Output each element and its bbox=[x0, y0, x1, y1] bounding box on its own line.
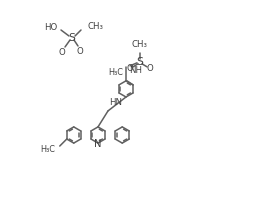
Text: O: O bbox=[147, 64, 153, 73]
Text: S: S bbox=[137, 57, 144, 67]
Text: O: O bbox=[77, 46, 83, 56]
Text: O: O bbox=[127, 64, 133, 73]
Text: O: O bbox=[59, 47, 65, 57]
Text: CH₃: CH₃ bbox=[87, 21, 103, 31]
Text: HN: HN bbox=[109, 98, 122, 107]
Text: H₃C: H₃C bbox=[108, 68, 123, 77]
Text: NH: NH bbox=[129, 66, 142, 75]
Text: CH₃: CH₃ bbox=[132, 40, 148, 49]
Text: S: S bbox=[69, 33, 75, 43]
Text: H₃C: H₃C bbox=[40, 145, 55, 153]
Text: N: N bbox=[94, 139, 102, 149]
Text: HO: HO bbox=[44, 22, 57, 32]
